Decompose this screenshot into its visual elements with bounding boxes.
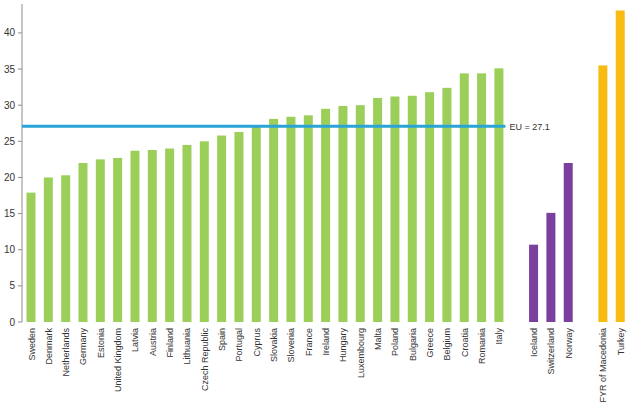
x-tick-label: Denmark	[44, 328, 54, 365]
x-tick-label: Norway	[564, 328, 574, 359]
bar	[234, 132, 243, 322]
bar	[269, 119, 278, 322]
y-tick-label: 40	[4, 27, 16, 38]
x-tick-label: Austria	[148, 328, 158, 356]
bar	[252, 127, 261, 322]
x-tick-label: Bulgaria	[408, 328, 418, 361]
y-tick	[18, 322, 22, 323]
bar	[494, 68, 503, 322]
x-tick-label: Cyprus	[252, 328, 262, 357]
y-tick-label: 0	[9, 317, 15, 328]
bar	[408, 96, 417, 322]
bar	[78, 163, 87, 322]
x-tick-label: Turkey	[616, 328, 626, 356]
bar	[529, 245, 538, 322]
bar	[477, 73, 486, 322]
y-tick	[18, 249, 22, 250]
x-tick-label: Lithuania	[182, 328, 192, 365]
x-tick-label: Malta	[373, 328, 383, 350]
y-tick	[18, 32, 22, 33]
x-tick-label: Sweden	[27, 328, 37, 361]
y-tick	[18, 69, 22, 70]
x-tick-label: Switzerland	[546, 328, 556, 375]
x-tick-label: Netherlands	[61, 328, 71, 377]
bar	[165, 149, 174, 322]
x-tick-label: Finland	[165, 328, 175, 358]
bar	[286, 117, 295, 322]
bar	[61, 175, 70, 322]
x-tick-label: Belgium	[442, 328, 452, 361]
x-tick-label: Latvia	[130, 328, 140, 352]
x-tick-label: FYR of Macedonia	[598, 328, 608, 403]
y-tick	[18, 141, 22, 142]
bar	[338, 106, 347, 322]
y-axis	[22, 4, 23, 322]
x-tick-label: Iceland	[529, 328, 539, 357]
bar	[217, 136, 226, 322]
y-tick-label: 20	[4, 172, 16, 183]
y-tick	[18, 105, 22, 106]
x-tick-label: Croatia	[460, 328, 470, 357]
y-tick-label: 30	[4, 100, 16, 111]
x-tick-label: Portugal	[234, 328, 244, 362]
y-tick	[18, 177, 22, 178]
bar	[200, 141, 209, 322]
bar	[321, 109, 330, 322]
y-tick-label: 35	[4, 64, 16, 75]
x-tick-label: United Kingdom	[113, 328, 123, 392]
bar	[44, 177, 53, 322]
bar	[616, 11, 625, 322]
bar	[356, 105, 365, 322]
y-tick-label: 10	[4, 244, 16, 255]
bar	[460, 73, 469, 322]
bar	[442, 88, 451, 322]
x-tick-label: Czech Republic	[200, 328, 210, 392]
x-tick-label: Romania	[477, 328, 487, 364]
bar	[27, 193, 36, 322]
x-tick-label: Spain	[217, 328, 227, 351]
bar	[390, 97, 399, 322]
y-tick-label: 25	[4, 136, 16, 147]
bars	[27, 11, 625, 322]
bar	[546, 213, 555, 322]
y-tick-label: 15	[4, 208, 16, 219]
x-tick-label: Poland	[390, 328, 400, 356]
x-tick-label: Slovenia	[286, 328, 296, 363]
chart: 0 5 10 15 20 25 30 35 40 Sweden Denmark Netherlands…	[0, 0, 640, 403]
x-tick-label: Italy	[494, 328, 504, 345]
reference-line	[22, 125, 505, 128]
x-tick-label: Hungary	[338, 328, 348, 363]
y-tick-label: 5	[9, 280, 15, 291]
y-tick	[18, 213, 22, 214]
bar	[182, 145, 191, 322]
x-tick-label: Luxembourg	[356, 328, 366, 378]
bar	[564, 163, 573, 322]
x-tick-label: Germany	[78, 328, 88, 366]
bar	[304, 115, 313, 322]
bar	[598, 65, 607, 322]
x-tick-label: Ireland	[321, 328, 331, 356]
bar	[96, 159, 105, 322]
x-tick-label: Estonia	[96, 328, 106, 358]
bar	[148, 150, 157, 322]
y-tick	[18, 285, 22, 286]
x-tick-label: Slovakia	[269, 328, 279, 362]
bar	[130, 151, 139, 322]
reference-label: EU = 27.1	[509, 122, 549, 132]
bar	[113, 158, 122, 322]
x-tick-label: Greece	[425, 328, 435, 358]
bar	[373, 98, 382, 322]
x-tick-label: France	[304, 328, 314, 356]
